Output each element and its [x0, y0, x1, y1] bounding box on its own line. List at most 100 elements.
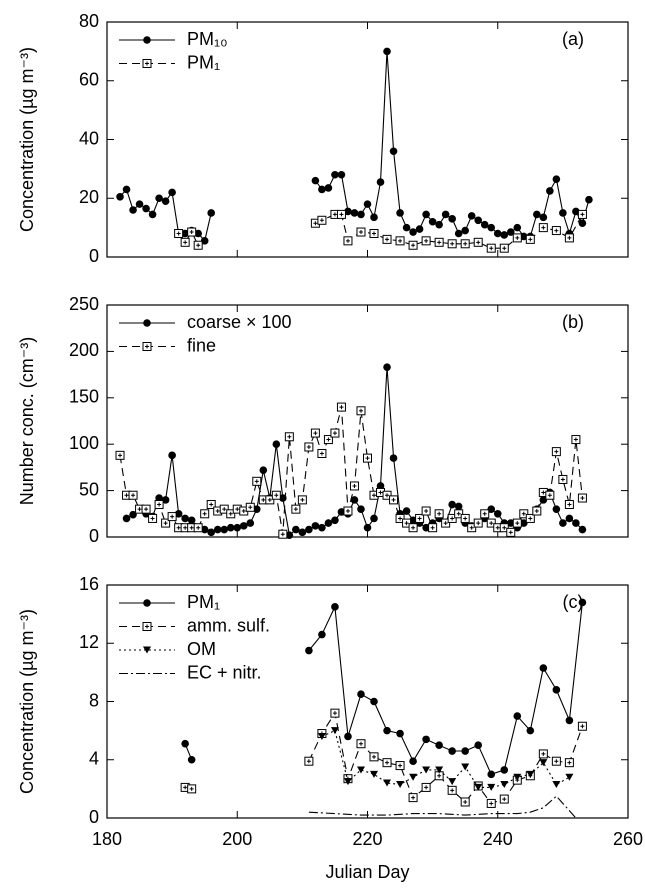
marker — [512, 518, 522, 528]
marker-cross — [339, 405, 344, 410]
marker-cross — [528, 237, 533, 242]
marker-cross — [358, 408, 363, 413]
panel-label: (c) — [563, 592, 584, 612]
marker-cross — [450, 516, 455, 521]
marker — [546, 187, 554, 195]
marker-cross — [573, 437, 578, 442]
marker-cross — [560, 477, 565, 482]
marker — [499, 794, 509, 804]
marker — [213, 525, 222, 534]
marker — [513, 712, 522, 720]
marker-cross — [306, 444, 311, 449]
marker-cross — [547, 493, 552, 498]
marker — [252, 505, 261, 513]
marker — [174, 229, 184, 238]
marker — [421, 236, 431, 246]
marker — [422, 210, 430, 219]
marker — [305, 525, 313, 534]
marker-cross — [372, 493, 377, 498]
marker — [148, 513, 158, 523]
marker — [519, 509, 529, 519]
marker — [474, 216, 483, 225]
marker — [331, 603, 339, 611]
marker-cross — [145, 344, 149, 349]
marker — [578, 219, 587, 228]
marker — [526, 726, 535, 735]
marker-cross — [469, 525, 474, 530]
marker — [356, 406, 366, 416]
marker — [356, 227, 366, 237]
marker — [441, 518, 451, 528]
marker-cross — [404, 521, 409, 526]
marker — [278, 529, 288, 539]
marker-cross — [365, 456, 370, 461]
y-tick-label: 0 — [89, 246, 99, 266]
marker — [142, 59, 152, 68]
marker — [551, 756, 561, 766]
marker — [382, 490, 392, 500]
y-tick-label: 60 — [79, 70, 99, 90]
marker-cross — [521, 511, 526, 516]
y-tick-label: 8 — [89, 690, 99, 710]
legend-label: coarse × 100 — [187, 312, 292, 332]
marker — [552, 686, 561, 694]
marker-cross — [437, 773, 442, 778]
marker-cross — [332, 431, 337, 436]
marker — [552, 175, 561, 183]
marker — [292, 525, 300, 534]
marker — [167, 512, 177, 522]
marker-cross — [332, 212, 337, 217]
marker — [382, 234, 392, 244]
marker — [428, 523, 438, 533]
marker — [168, 451, 176, 460]
marker — [122, 514, 131, 523]
marker — [128, 490, 138, 500]
marker — [460, 797, 470, 807]
marker — [564, 233, 574, 243]
marker — [487, 783, 496, 791]
marker — [187, 755, 196, 764]
marker — [409, 773, 418, 781]
marker — [526, 770, 535, 778]
marker — [493, 229, 502, 238]
marker-cross — [554, 759, 559, 764]
marker — [181, 514, 189, 523]
marker — [344, 207, 352, 216]
marker — [318, 523, 326, 532]
marker-cross — [450, 241, 455, 246]
marker-cross — [495, 525, 500, 530]
marker — [370, 770, 379, 778]
marker — [343, 506, 353, 516]
marker — [461, 226, 469, 235]
marker-cross — [124, 493, 129, 498]
marker — [499, 523, 509, 533]
marker-cross — [287, 434, 292, 439]
marker — [487, 223, 496, 232]
marker — [460, 513, 470, 523]
marker — [539, 759, 548, 767]
marker-cross — [515, 235, 520, 240]
marker — [572, 519, 580, 527]
marker — [448, 500, 456, 509]
marker-cross — [567, 235, 572, 240]
marker — [200, 237, 209, 245]
marker-cross — [489, 246, 494, 251]
series-line — [178, 213, 583, 249]
marker — [396, 729, 404, 738]
legend-label: OM — [187, 639, 216, 659]
marker — [285, 531, 294, 539]
y-tick-label: 250 — [69, 294, 99, 314]
marker-cross — [567, 502, 572, 507]
marker — [500, 766, 509, 774]
marker — [343, 778, 352, 786]
marker — [200, 509, 210, 519]
marker — [402, 507, 411, 515]
x-tick-label: 240 — [483, 829, 513, 849]
marker-cross — [398, 763, 403, 768]
marker — [493, 510, 502, 518]
marker-cross — [385, 760, 390, 765]
marker — [545, 490, 555, 500]
marker — [480, 220, 489, 229]
marker-cross — [145, 61, 149, 66]
marker-cross — [463, 799, 468, 804]
